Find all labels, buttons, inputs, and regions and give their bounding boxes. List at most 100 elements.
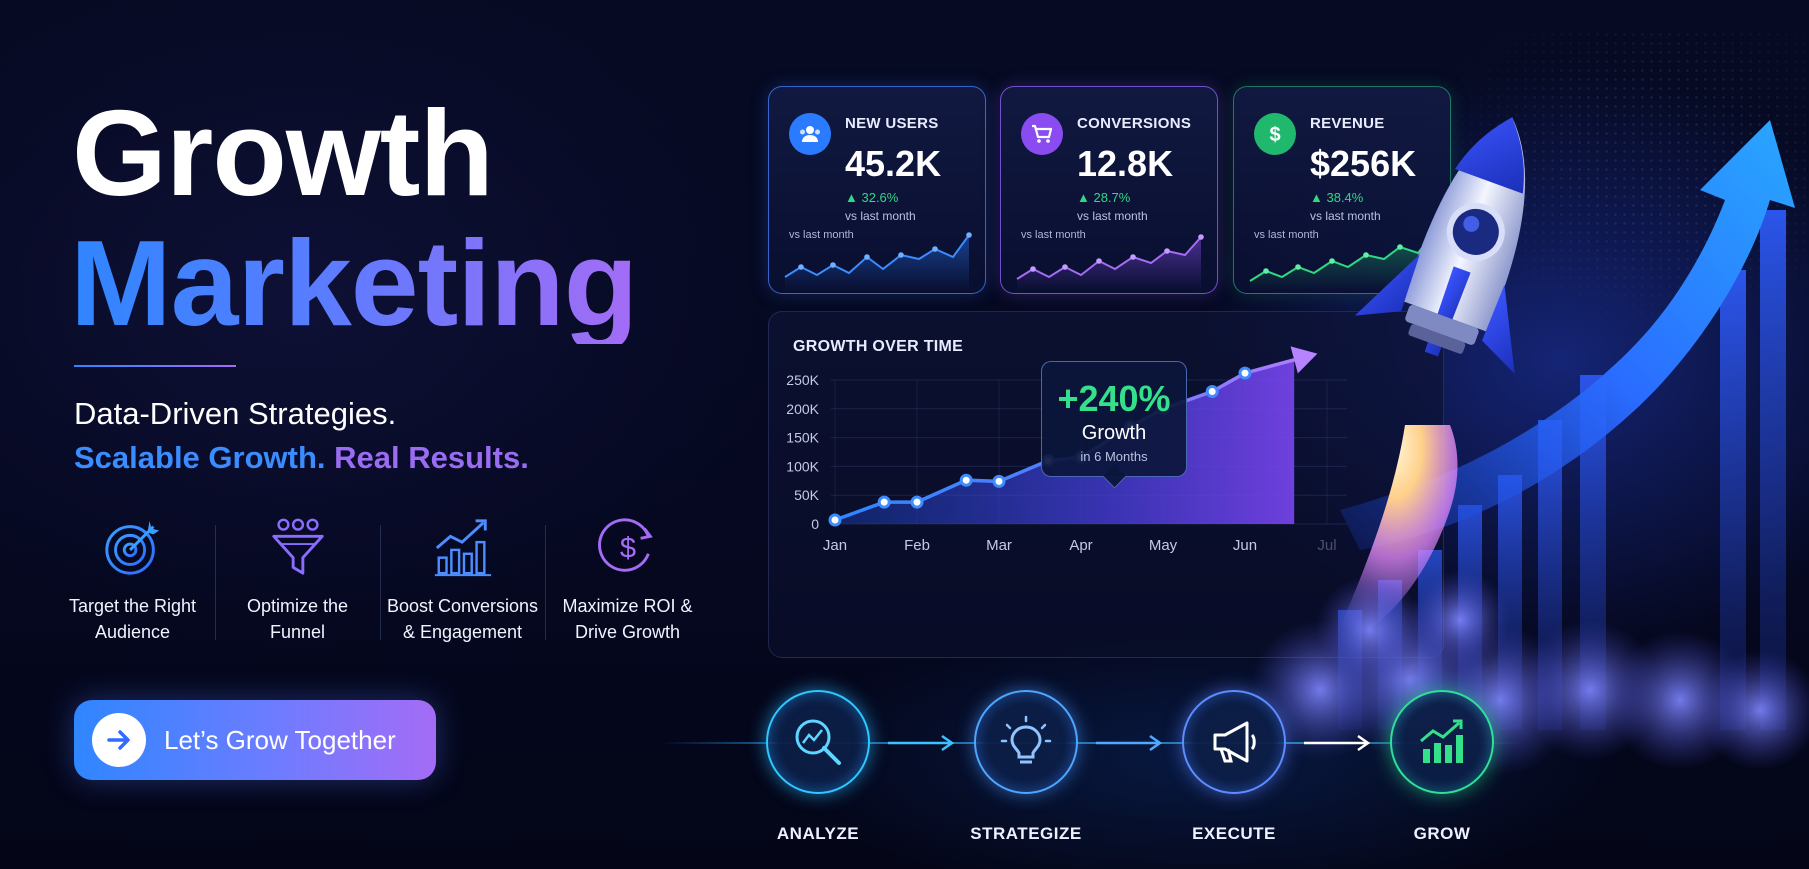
tagline-secondary: Scalable Growth. Real Results.: [74, 440, 529, 476]
svg-text:$: $: [1269, 124, 1280, 146]
callout-sub: in 6 Months: [1080, 449, 1148, 464]
lets-grow-together-button[interactable]: Let’s Grow Together: [74, 700, 436, 780]
stat-value: 45.2K: [845, 143, 942, 184]
target-icon: [104, 520, 159, 575]
rocket: [1354, 117, 1526, 374]
stat-value: 12.8K: [1077, 143, 1174, 184]
data-point: [992, 474, 1006, 488]
title-divider: [74, 365, 236, 367]
megaphone-icon: [1213, 721, 1256, 763]
bar-chart-up-icon: [434, 519, 491, 577]
step-circle: [974, 690, 1078, 794]
x-tick-label: Jan: [823, 537, 847, 554]
users-icon: [789, 113, 831, 155]
hero-title-growth: Growth: [72, 85, 494, 221]
feature-list: Target the Right Audience Optimize the Fun…: [50, 515, 710, 645]
data-point: [959, 473, 973, 487]
tagline-primary: Data-Driven Strategies.: [74, 396, 397, 431]
step-circle: [1390, 690, 1494, 794]
stat-change: ▲ 28.7%: [1077, 190, 1131, 205]
growth-area: [835, 359, 1295, 524]
arrow-right-icon: [92, 713, 146, 767]
step-label: ANALYZE: [776, 824, 860, 843]
growth-callout: +240% Growth in 6 Months: [1041, 361, 1187, 477]
process-arrow-1: [888, 734, 955, 752]
sparkline-label: vs last month: [1021, 229, 1086, 241]
stat-card-revenue: $ REVENUE $256K ▲ 38.4% vs last month vs…: [1233, 86, 1451, 294]
magnifier-chart-icon: [795, 719, 841, 765]
sparkline-new-users: [784, 232, 972, 291]
sparkline-label: vs last month: [789, 229, 854, 241]
feature-target-audience: Target the Right Audience: [50, 515, 215, 645]
feature-optimize-funnel: Optimize the Funnel: [215, 515, 380, 645]
feature-boost-conversions: Boost Conversions & Engagement: [380, 515, 545, 645]
data-point: [828, 513, 842, 527]
rocket-illustration: [1250, 117, 1809, 775]
step-label: GROW: [1413, 824, 1471, 843]
step-circle: [1182, 690, 1286, 794]
sparkline-revenue: [1249, 230, 1437, 291]
data-point: [1238, 366, 1252, 380]
x-tick-label: May: [1149, 537, 1178, 554]
sparkline-conversions: [1016, 234, 1204, 291]
hero-title-marketing: Marketing: [70, 215, 638, 351]
feature-label: Boost Conversions & Engagement: [386, 596, 539, 642]
y-tick-label: 250K: [786, 372, 819, 388]
step-analyze[interactable]: ANALYZE: [766, 690, 870, 844]
growth-bars-icon: [1420, 719, 1463, 763]
lightbulb-icon: [1000, 715, 1052, 764]
callout-label: Growth: [1081, 422, 1147, 444]
process-glow-line: [660, 742, 1520, 744]
step-circle: [766, 690, 870, 794]
step-strategize[interactable]: STRATEGIZE: [970, 690, 1081, 844]
trend-arrow: [1340, 120, 1795, 550]
stat-card-conversions: CONVERSIONS 12.8K ▲ 28.7% vs last month …: [1000, 86, 1218, 294]
step-label: STRATEGIZE: [970, 824, 1082, 843]
step-label: EXECUTE: [1192, 824, 1276, 843]
cta-label: Let’s Grow Together: [164, 724, 396, 755]
stat-compare: vs last month: [1310, 209, 1381, 223]
y-tick-label: 200K: [786, 401, 819, 417]
x-tick-label: Jun: [1233, 537, 1257, 554]
x-tick-label: Apr: [1069, 537, 1092, 554]
feature-label: Optimize the Funnel: [246, 596, 349, 642]
sparkline-label: vs last month: [1254, 229, 1319, 241]
funnel-icon: [271, 518, 324, 575]
stat-value: $256K: [1310, 143, 1417, 184]
svg-text:$: $: [619, 533, 635, 565]
tagline-results: Real Results.: [334, 440, 529, 475]
feature-label: Target the Right Audience: [68, 596, 197, 642]
data-point: [1205, 385, 1219, 399]
process-arrow-3: [1304, 734, 1371, 752]
y-tick-label: 50K: [794, 487, 820, 503]
data-point: [910, 495, 924, 509]
stat-label: REVENUE: [1310, 115, 1385, 132]
cart-icon: [1021, 113, 1063, 155]
smoke-clouds: [1250, 570, 1809, 775]
stat-compare: vs last month: [1077, 209, 1148, 223]
stat-change: ▲ 32.6%: [845, 190, 899, 205]
stat-card-new-users: NEW USERS 45.2K ▲ 32.6% vs last month vs…: [768, 86, 986, 294]
stat-compare: vs last month: [845, 209, 916, 223]
y-tick-label: 0: [811, 516, 819, 532]
callout-value: +240%: [1057, 378, 1171, 419]
tagline-scalable: Scalable Growth.: [74, 440, 326, 475]
y-tick-label: 150K: [786, 430, 819, 446]
stat-change: ▲ 38.4%: [1310, 190, 1364, 205]
x-tick-label: Mar: [986, 537, 1012, 554]
growth-arrow-head: [1290, 346, 1318, 374]
chart-title: GROWTH OVER TIME: [793, 338, 964, 355]
process-arrow-2: [1096, 734, 1163, 752]
x-tick-label: Jul: [1317, 537, 1336, 554]
step-grow[interactable]: GROW: [1390, 690, 1494, 844]
process-flow: ANALYZE STRATEGIZE EXECUTE: [660, 690, 1560, 850]
x-tick-label: Feb: [904, 537, 930, 554]
stat-label: NEW USERS: [845, 115, 939, 132]
dollar-circle-icon: $: [597, 518, 653, 572]
feature-maximize-roi: $ Maximize ROI & Drive Growth: [545, 515, 710, 645]
stat-label: CONVERSIONS: [1077, 115, 1192, 132]
data-point: [877, 495, 891, 509]
dollar-icon: $: [1254, 113, 1296, 155]
feature-label: Maximize ROI & Drive Growth: [562, 596, 693, 642]
step-execute[interactable]: EXECUTE: [1182, 690, 1286, 844]
